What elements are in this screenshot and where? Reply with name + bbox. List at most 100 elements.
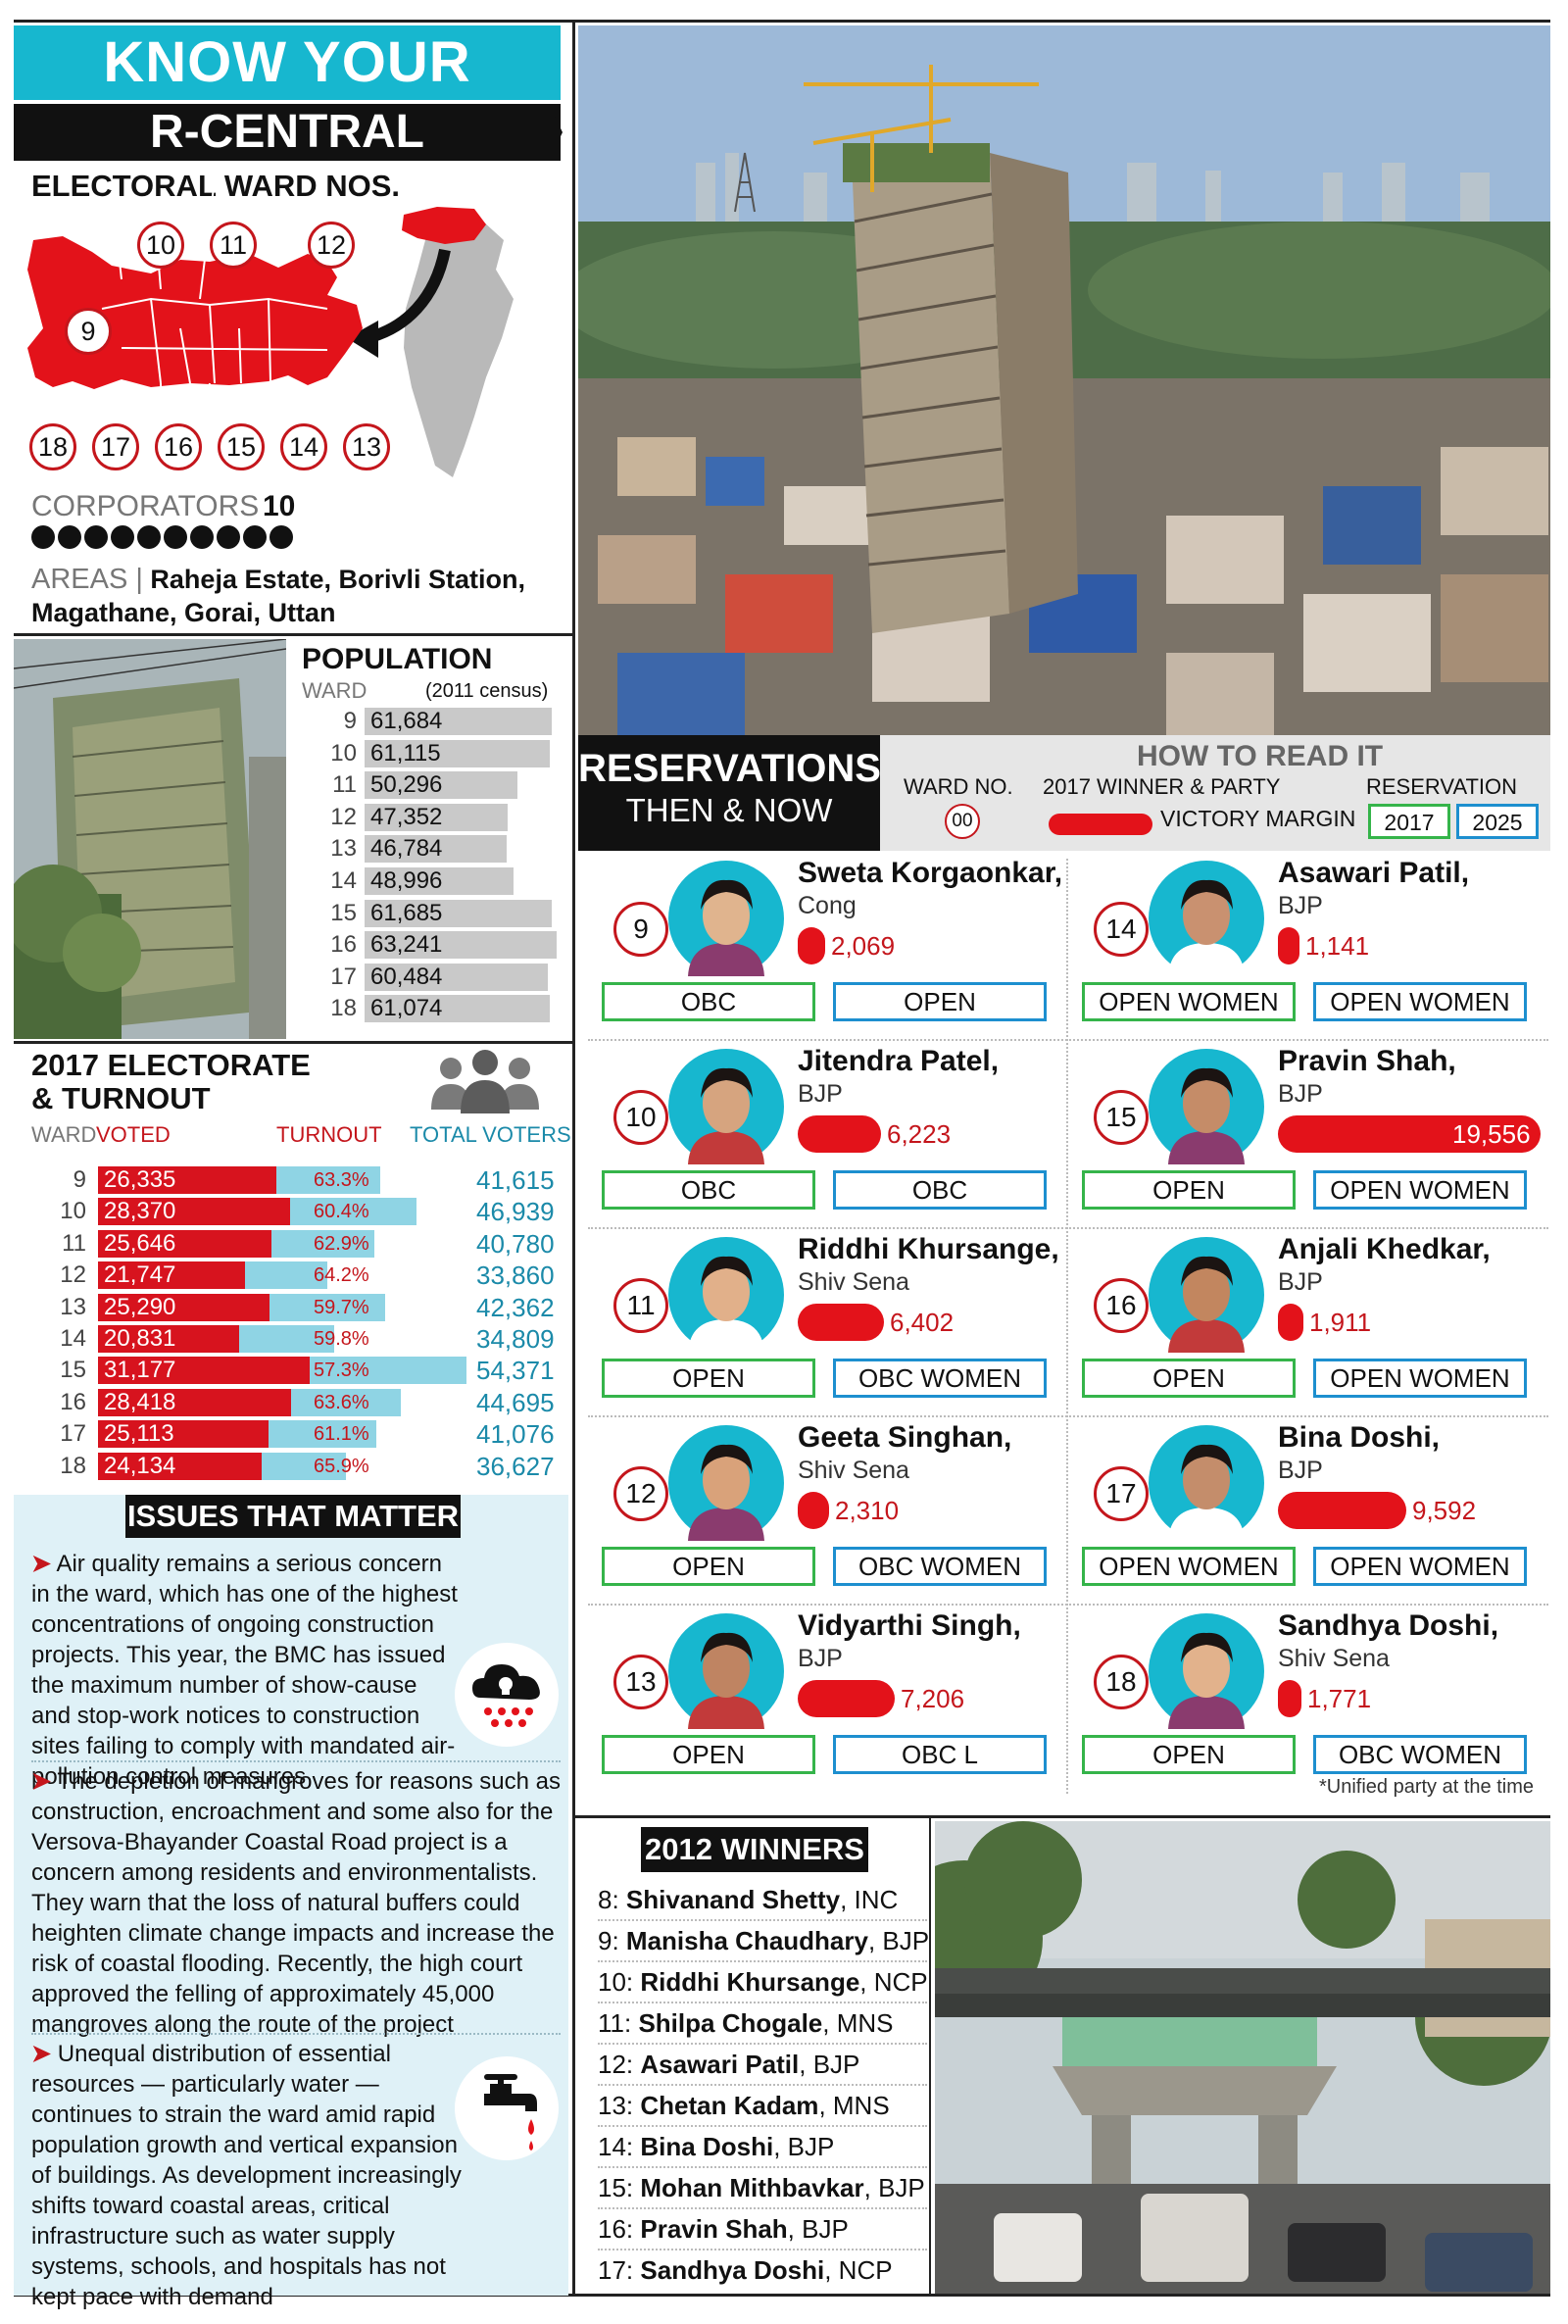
- turnout-value: 61.1%: [314, 1423, 369, 1446]
- reservation-2025: OPEN WOMEN: [1313, 1359, 1527, 1398]
- legend-2017-box: 2017: [1368, 804, 1450, 839]
- electorate-voted-header: VOTED: [96, 1122, 171, 1147]
- victory-margin-value: 2,310: [835, 1496, 900, 1525]
- ward-number-circle: 18: [1094, 1655, 1149, 1709]
- reservation-2017: OPEN: [602, 1547, 815, 1586]
- voted-bar: [98, 1325, 239, 1353]
- corporator-dot: [190, 525, 214, 549]
- voted-bar: [98, 1198, 290, 1226]
- corporator-dot: [137, 525, 161, 549]
- legend-reservation: RESERVATION: [1366, 774, 1518, 799]
- victory-margin-bar: [798, 1304, 884, 1341]
- electorate-title-line1: 2017 ELECTORATE: [31, 1048, 311, 1082]
- reservation-2017: OBC: [602, 982, 815, 1021]
- population-value: 48,996: [370, 867, 443, 894]
- reservation-2025: OBC: [833, 1170, 1047, 1210]
- population-bar: [365, 771, 517, 800]
- card-row-divider: [588, 1604, 1548, 1606]
- population-value: 50,296: [370, 771, 443, 799]
- winner-party: , INC: [840, 1885, 899, 1914]
- winner-name: Sandhya Doshi: [640, 2255, 825, 2285]
- victory-margin-bar: [1278, 1115, 1541, 1153]
- reservation-card-ward-13: 13 Vidyarthi Singh, BJP 7,206 OPEN OBC L: [602, 1606, 1076, 1792]
- winners-divider: [598, 2207, 927, 2209]
- winner-2012-item: 15: Mohan Mithbavkar, BJP: [598, 2172, 927, 2203]
- reservation-2017: OPEN: [602, 1359, 815, 1398]
- card-column-divider: [1066, 859, 1068, 1794]
- turnout-value: 59.7%: [314, 1296, 369, 1318]
- corporator-photo: [668, 1049, 784, 1164]
- winner-ward: 9:: [598, 1926, 619, 1955]
- electorate-title-line2: & TURNOUT: [31, 1081, 211, 1115]
- reservation-2017: OPEN: [1082, 1735, 1296, 1774]
- flyover-photo: [935, 1821, 1550, 2294]
- voted-value: 20,831: [104, 1325, 176, 1352]
- legend-ward-circle: 00: [945, 804, 980, 839]
- issues-divider: [31, 2033, 561, 2035]
- victory-margin-value: 7,206: [901, 1684, 965, 1713]
- pollution-cloud-icon: [455, 1643, 559, 1747]
- population-bar: [365, 835, 507, 864]
- population-ward: 11: [332, 771, 357, 799]
- winners-divider: [598, 2002, 927, 2003]
- voted-bar: [98, 1261, 245, 1290]
- voted-bar: [98, 1229, 271, 1258]
- reservation-2017: OBC: [602, 1170, 815, 1210]
- reservations-header: [578, 735, 880, 851]
- reservation-2017: OPEN: [602, 1735, 815, 1774]
- corporator-photo: [1149, 1425, 1264, 1541]
- winner-ward: 15:: [598, 2173, 634, 2202]
- population-bar: [365, 708, 552, 735]
- population-value: 61,115: [370, 739, 441, 766]
- victory-margin-value: 6,223: [887, 1119, 952, 1149]
- reservation-2025: OPEN WOMEN: [1313, 1547, 1527, 1586]
- population-value: 63,241: [370, 931, 443, 959]
- ward-marker-18: 18: [29, 423, 76, 470]
- reservation-2025: OBC WOMEN: [833, 1359, 1047, 1398]
- corporator-party: Shiv Sena: [798, 1457, 909, 1484]
- reservation-2025: OPEN: [833, 982, 1047, 1021]
- card-row-divider: [588, 1415, 1548, 1417]
- winner-party: , BJP: [773, 2132, 835, 2161]
- winners-divider: [598, 2043, 927, 2045]
- winner-ward: 17:: [598, 2255, 634, 2285]
- ward-marker-14: 14: [280, 423, 327, 470]
- winner-party: , BJP: [867, 1926, 930, 1955]
- victory-margin-value: 1,141: [1305, 931, 1370, 961]
- issues-panel: [14, 1495, 568, 2296]
- ward-borders: [101, 297, 328, 384]
- corporator-name: Bina Doshi,: [1278, 1421, 1441, 1454]
- issue-mangroves-text: The depletion of mangroves for reasons s…: [31, 1768, 561, 2038]
- corporator-dot: [84, 525, 108, 549]
- electorate-turnout-header: TURNOUT: [276, 1122, 382, 1147]
- reservation-card-ward-9: 9 Sweta Korgaonkar, Cong 2,069 OBC OPEN: [602, 853, 1076, 1039]
- electorate-ward: 9: [73, 1166, 86, 1193]
- electorate-ward: 13: [60, 1293, 86, 1320]
- victory-margin-value: 19,556: [1452, 1119, 1531, 1149]
- turnout-value: 59.8%: [314, 1328, 369, 1350]
- voted-value: 26,335: [104, 1166, 176, 1193]
- turnout-value: 57.3%: [314, 1360, 369, 1382]
- voted-value: 28,418: [104, 1388, 176, 1415]
- voted-value: 21,747: [104, 1261, 176, 1289]
- population-ward-header: WARD: [302, 678, 368, 703]
- how-to-read-title: HOW TO READ IT: [1137, 740, 1384, 772]
- areas-label: AREAS |: [31, 564, 143, 595]
- voted-value: 28,370: [104, 1198, 176, 1225]
- winner-ward: 11:: [598, 2008, 632, 2038]
- corporator-party: BJP: [1278, 1080, 1323, 1108]
- corporator-name: Riddhi Khursange,: [798, 1233, 1059, 1265]
- population-value: 61,684: [370, 708, 443, 734]
- winner-name: Manisha Chaudhary: [625, 1926, 868, 1955]
- ward-number-circle: 14: [1094, 902, 1149, 957]
- ward-marker-16: 16: [155, 423, 202, 470]
- reservations-subtitle: THEN & NOW: [625, 792, 833, 828]
- voted-bar: [98, 1166, 276, 1194]
- ward-number-circle: 15: [1094, 1090, 1149, 1145]
- voted-value: 25,113: [104, 1420, 174, 1448]
- ward-marker-13: 13: [343, 423, 390, 470]
- reservation-card-ward-10: 10 Jitendra Patel, BJP 6,223 OBC OBC: [602, 1041, 1076, 1227]
- total-voters-value: 44,695: [476, 1387, 555, 1417]
- legend-margin-pill: [1049, 814, 1152, 835]
- reservation-2017: OPEN WOMEN: [1082, 982, 1296, 1021]
